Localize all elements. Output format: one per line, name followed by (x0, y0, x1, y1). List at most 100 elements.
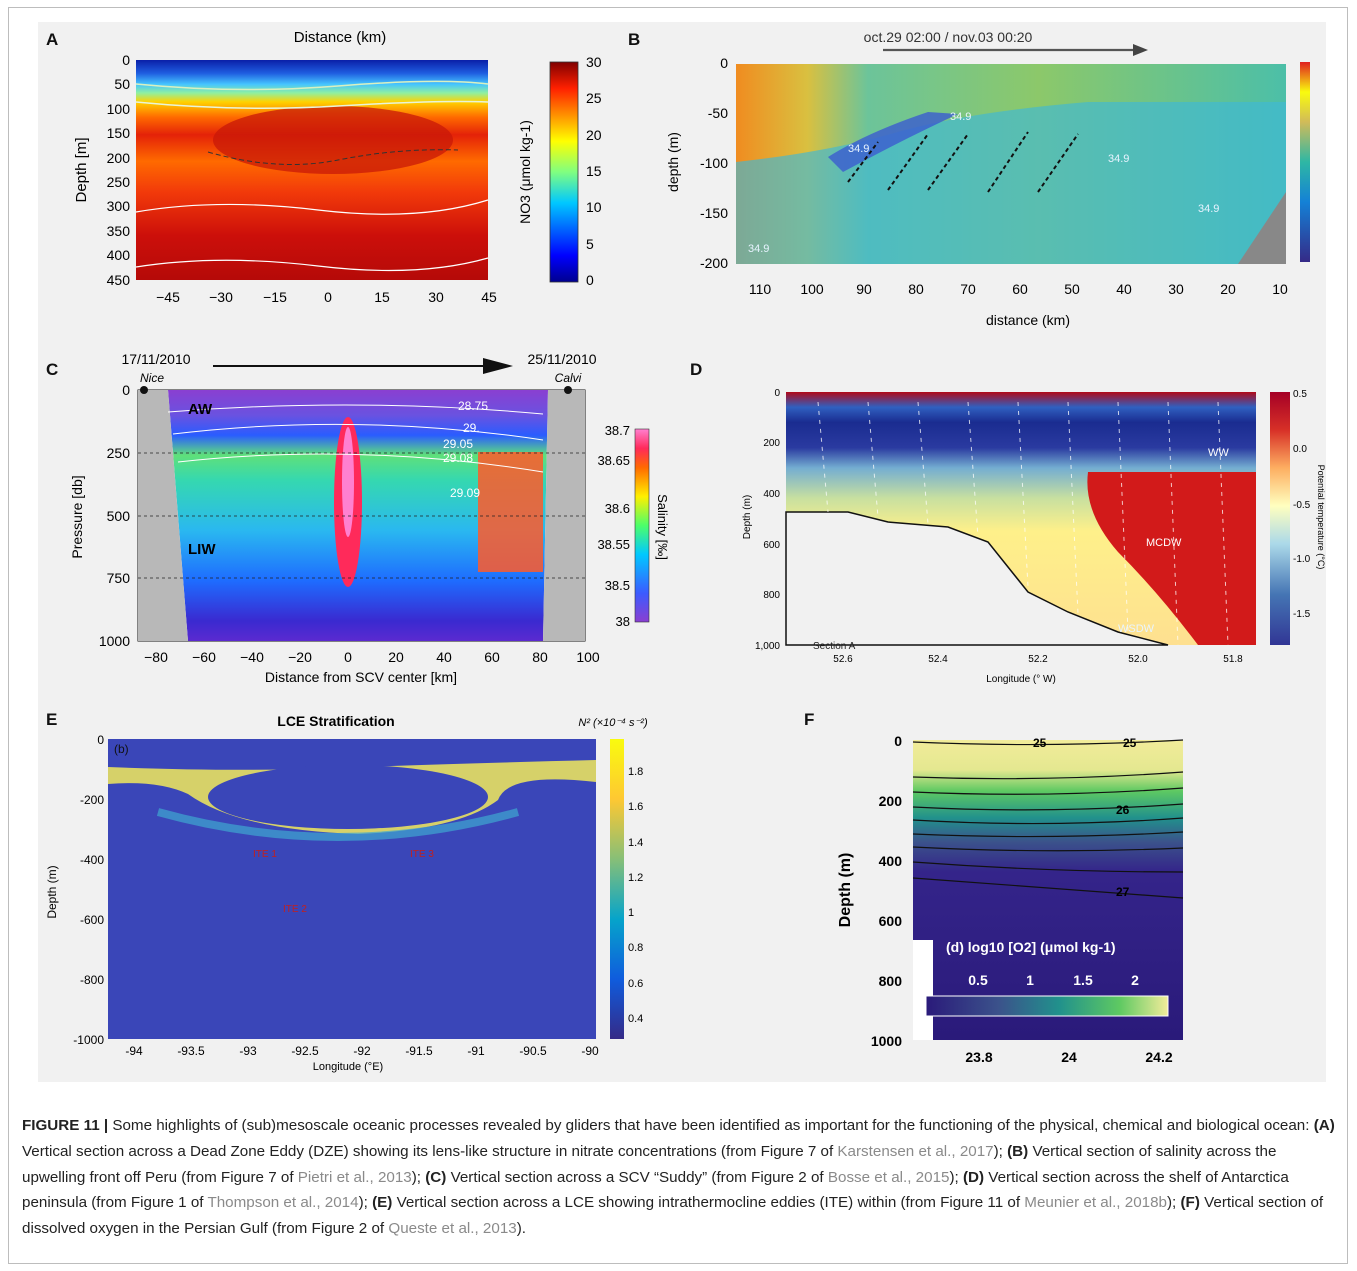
panel-a-colorbar (549, 61, 579, 283)
caption-text-a: Vertical section across a Dead Zone Eddy… (22, 1142, 838, 1160)
panel-b: B oct.29 02:00 / n (628, 22, 1326, 332)
panel-b-xticks: 110 100 90 80 70 60 50 40 30 20 10 (749, 281, 1288, 297)
xtick: 24.2 (1145, 1049, 1172, 1065)
panel-b-plot: oct.29 02:00 / nov.03 00:20 34.9 34.9 34… (665, 29, 1310, 328)
xtick: 15 (374, 289, 390, 305)
xtick: −20 (288, 649, 312, 665)
cbtick: 1.8 (628, 766, 643, 778)
figure-frame (8, 7, 1348, 1264)
panel-d-colorbar-ticks: 0.5 0.0 -0.5 -1.0 -1.5 (1293, 389, 1311, 620)
caption-sep: ); (1166, 1194, 1181, 1212)
track-line (927, 133, 969, 191)
panel-a-contour (135, 80, 489, 91)
xtick: 40 (436, 649, 452, 665)
cbtick: 15 (586, 163, 602, 179)
caption-text-c: Vertical section across a SCV “Suddy” (f… (446, 1168, 828, 1186)
xtick: -92.5 (291, 1044, 319, 1058)
panel-b-blue-filament (828, 112, 958, 172)
caption-text-b: Vertical section of salinity across the … (22, 1142, 1277, 1186)
panel-e-title: LCE Stratification (277, 713, 394, 729)
panel-d-wsdw-label: WSDW (1118, 623, 1155, 635)
contour-label: 34.9 (748, 243, 769, 255)
contour (912, 739, 1184, 746)
panel-c-aw-label: AW (188, 401, 213, 418)
panel-c-plot: 17/11/2010 25/11/2010 Nice Calvi (69, 351, 670, 685)
panel-e-ylabel: Depth (m) (45, 865, 59, 918)
xtick: -90 (581, 1044, 599, 1058)
caption-sep: ); (358, 1194, 373, 1212)
contour-label: 27 (1116, 885, 1130, 899)
caption-tag-c: (C) (425, 1168, 447, 1186)
contour (912, 861, 1184, 873)
contour-label: 25 (1033, 736, 1047, 750)
panel-e-colorbar-label: N² (×10⁻⁴ s⁻²) (578, 717, 648, 729)
panel-c-land-right (543, 390, 585, 641)
citation-link-bosse[interactable]: Bosse et al., 2015 (827, 1168, 950, 1186)
xtick: 45 (481, 289, 497, 305)
xtick: 90 (856, 281, 872, 297)
ytick: 350 (107, 223, 131, 239)
xtick: 50 (1064, 281, 1080, 297)
caption-sep: ); (949, 1168, 963, 1186)
panel-f-yticks: 0 200 400 600 800 1000 (871, 733, 902, 1049)
contour-label: 29.09 (450, 486, 480, 500)
panel-d-xlabel: Longitude (° W) (986, 674, 1056, 685)
figure-panels-area: A (38, 22, 1326, 1082)
cbtick: -0.5 (1293, 500, 1311, 511)
citation-link-karstensen[interactable]: Karstensen et al., 2017 (837, 1142, 994, 1160)
contour (172, 423, 544, 441)
citation-link-meunier[interactable]: Meunier et al., 2018b (1024, 1194, 1167, 1212)
panel-c-colorbar (634, 428, 650, 623)
panel-e-xticks: -94 -93.5 -93 -92.5 -92 -91.5 -91 -90.5 … (125, 1044, 599, 1058)
contour-label: 25 (1123, 736, 1137, 750)
panel-d: D (688, 352, 1326, 702)
cbtick: 5 (586, 236, 594, 252)
legend-tick: 2 (1131, 972, 1139, 988)
panel-f-contour-labels: 25 25 26 27 (1033, 736, 1137, 899)
ytick: -600 (80, 913, 104, 927)
ytick: -200 (80, 793, 104, 807)
profile-line (917, 401, 929, 525)
ytick: 1000 (871, 1033, 902, 1049)
panel-a-title: Distance (km) (294, 29, 387, 46)
panel-c-loc-end: Calvi (555, 371, 582, 385)
panel-d-ylabel: Depth (m) (742, 495, 753, 539)
cbtick: 10 (586, 199, 602, 215)
panel-d-profiles (817, 401, 1229, 646)
panel-a-label: A (46, 30, 59, 49)
xtick: -93.5 (177, 1044, 205, 1058)
panel-f-ylabel: Depth (m) (837, 853, 854, 928)
citation-link-queste[interactable]: Queste et al., 2013 (388, 1220, 517, 1238)
panel-d-seafloor (785, 511, 1169, 646)
ytick: 0 (122, 52, 130, 68)
panel-b-arrowhead (1133, 44, 1148, 56)
xtick: -94 (125, 1044, 143, 1058)
track-line (847, 141, 879, 183)
panel-c-colorbar-ticks: 38.7 38.65 38.6 38.55 38.5 38 (597, 423, 630, 629)
citation-link-thompson[interactable]: Thompson et al., 2014 (207, 1194, 359, 1212)
cbtick: 0.8 (628, 942, 643, 954)
track-line (1037, 133, 1079, 193)
caption-tag-d: (D) (962, 1168, 985, 1186)
panel-a-colorbar-label: NO3 (μmol kg-1) (517, 120, 533, 224)
panel-a-plot: Distance (km) Depth [m] 0 50 100 150 200… (73, 29, 602, 305)
panel-b-time-range: oct.29 02:00 / nov.03 00:20 (864, 29, 1033, 45)
xtick: −15 (263, 289, 287, 305)
xtick: 100 (576, 649, 600, 665)
ytick: 600 (879, 913, 903, 929)
cbtick: 20 (586, 127, 602, 143)
xtick: 100 (800, 281, 824, 297)
panel-c-date-start: 17/11/2010 (121, 351, 190, 367)
citation-link-pietri[interactable]: Pietri et al., 2013 (297, 1168, 412, 1186)
contour-label: 29.08 (443, 451, 473, 465)
panel-e-colorbar-ticks: 1.8 1.6 1.4 1.2 1 0.8 0.6 0.4 (628, 766, 643, 1025)
ite-label: ITE 2 (283, 904, 307, 915)
cbtick: 25 (586, 90, 602, 106)
contour (912, 771, 1184, 780)
cbtick: 1.4 (628, 837, 643, 849)
ytick: 100 (107, 101, 131, 117)
panel-e-inset-tag: (b) (114, 742, 129, 756)
panel-c-grid (138, 452, 585, 579)
track-line (987, 131, 1029, 193)
panel-e-xlabel: Longitude (°E) (313, 1061, 383, 1073)
